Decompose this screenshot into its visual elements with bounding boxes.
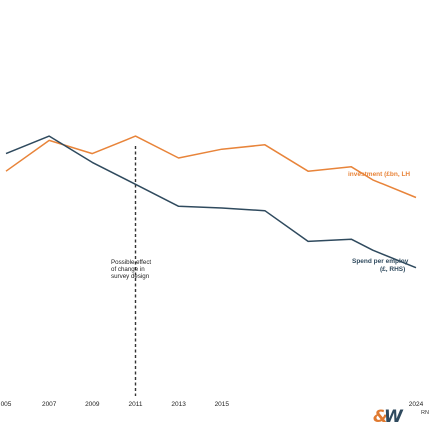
x-tick-label: 2011 [129, 401, 143, 408]
annotation-line-1: Possible effect [111, 259, 151, 266]
x-tick-label: 005 [1, 401, 12, 408]
series-line-1 [5, 135, 417, 199]
x-tick-label: 2015 [215, 401, 230, 408]
x-tick-label: 2007 [42, 401, 57, 408]
x-axis: 005 2007 2009 2011 2013 2015 2024 [1, 401, 424, 408]
series-line-2 [5, 135, 417, 269]
x-tick-label: 2013 [171, 401, 186, 408]
logo-tail-text: RN [421, 410, 429, 416]
x-tick-label: 2024 [409, 401, 424, 408]
annotation-line-3: survey design [111, 273, 150, 280]
annotation-line-2: of change in [111, 266, 145, 273]
x-tick-label: 2009 [85, 401, 100, 408]
series-label-spend-per-employee: Spend per employ [352, 258, 409, 265]
logo: & W RN [373, 407, 429, 427]
logo-w: W [384, 407, 404, 427]
series-label-spend-per-employee-units: (£, RHS) [380, 266, 405, 273]
series-label-investment: investment (£bn, LH [348, 171, 410, 178]
logo-ampersand: & [373, 407, 388, 427]
series-lines [5, 135, 417, 269]
